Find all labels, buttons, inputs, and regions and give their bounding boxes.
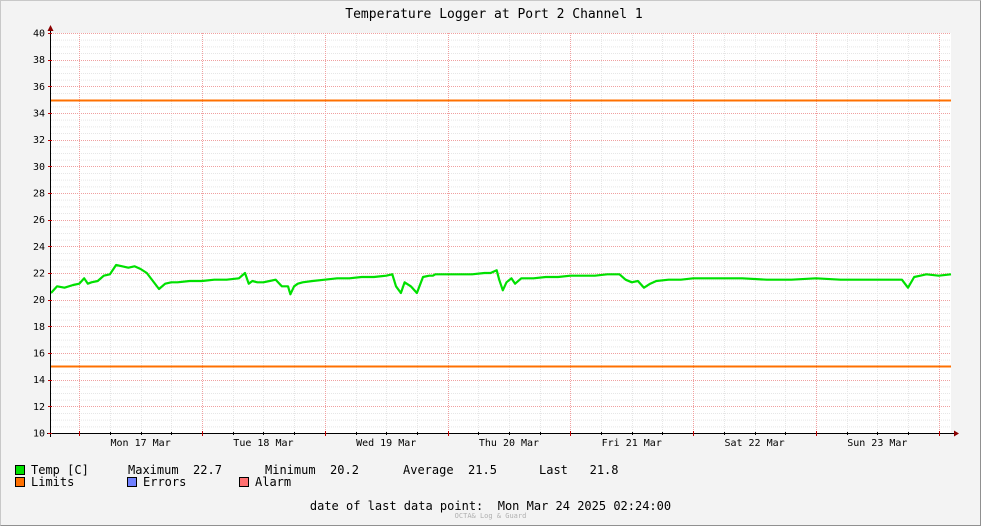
grid-major: [51, 33, 951, 433]
watermark: OCTA& Log & Guard: [454, 512, 527, 520]
legend-temp-label: Temp [C]: [31, 463, 89, 477]
limit-lines: [51, 99, 951, 368]
y-tick-label: 18: [33, 322, 45, 333]
legend-avg-value: 21.5: [468, 463, 497, 477]
chart-title: Temperature Logger at Port 2 Channel 1: [345, 7, 642, 22]
y-tick-label: 22: [33, 269, 45, 280]
legend-min-label: Minimum: [265, 463, 316, 477]
legend: Temp [C] Maximum 22.7 Minimum 20.2 Avera…: [0, 0, 619, 489]
legend-limits-label: Limits: [31, 475, 75, 489]
legend-avg-label: Average: [403, 463, 454, 477]
legend-max: Maximum 22.7: [128, 463, 222, 477]
last-point-value: Mon Mar 24 2025 02:24:00: [497, 499, 672, 513]
legend-last: Last 21.8: [539, 463, 619, 477]
y-tick-label: 38: [33, 55, 45, 66]
series-layer: [50, 263, 952, 296]
legend-alarm: Alarm: [239, 475, 291, 489]
legend-avg: Average 21.5: [403, 463, 497, 477]
y-tick-label: 16: [33, 349, 45, 360]
y-tick-label: 24: [33, 242, 45, 253]
last-point-label: date of last data point:: [309, 499, 484, 513]
x-tick-label: Sun 23 Mar: [847, 438, 907, 449]
y-tick-label: 26: [33, 215, 45, 226]
y-tick-label: 40: [33, 29, 45, 40]
legend-max-value: 22.7: [193, 463, 222, 477]
legend-min: Minimum 20.2: [265, 463, 359, 477]
y-tick-label: 34: [33, 109, 45, 120]
legend-alarm-label: Alarm: [255, 475, 292, 489]
x-tick-label: Mon 17 Mar: [111, 438, 171, 449]
y-tick-label: 10: [33, 429, 45, 440]
y-tick-label: 36: [33, 82, 45, 93]
x-tick-label: Fri 21 Mar: [602, 438, 662, 449]
y-tick-labels: 10 12 14 16 18 20 22 24 26 28 30 32 34 36 38 40: [33, 29, 45, 440]
y-axis-arrow: [47, 25, 54, 31]
x-tick-label: Tue 18 Mar: [233, 438, 293, 449]
y-tick-label: 12: [33, 402, 45, 413]
y-tick-label: 30: [33, 162, 45, 173]
axes: [47, 25, 959, 437]
x-tick-label: Wed 19 Mar: [356, 438, 416, 449]
legend-errors-swatch: [127, 477, 137, 487]
legend-errors-label: Errors: [143, 475, 187, 489]
x-tick-label: Thu 20 Mar: [479, 438, 539, 449]
legend-min-value: 20.2: [330, 463, 359, 477]
x-axis-arrow: [954, 430, 959, 437]
y-tick-label: 20: [33, 295, 45, 306]
legend-last-value: 21.8: [589, 463, 619, 477]
x-tick-labels: Mon 17 Mar Tue 18 Mar Wed 19 Mar Thu 20 Mar…: [111, 438, 908, 449]
y-tick-label: 32: [33, 135, 45, 146]
legend-alarm-swatch: [239, 477, 249, 487]
legend-last-label: Last: [539, 463, 568, 477]
legend-errors: Errors: [127, 475, 186, 489]
y-tick-label: 28: [33, 189, 45, 200]
y-tick-label: 14: [33, 375, 45, 386]
x-tick-label: Sat 22 Mar: [724, 438, 784, 449]
legend-temp-swatch: [15, 465, 25, 475]
legend-limits: Limits: [15, 475, 74, 489]
legend-temp: Temp [C]: [15, 463, 89, 477]
series-line-temp: [50, 263, 952, 296]
legend-max-label: Maximum: [128, 463, 179, 477]
last-data-point: date of last data point: Mon Mar 24 2025…: [0, 499, 981, 513]
legend-limits-swatch: [15, 477, 25, 487]
